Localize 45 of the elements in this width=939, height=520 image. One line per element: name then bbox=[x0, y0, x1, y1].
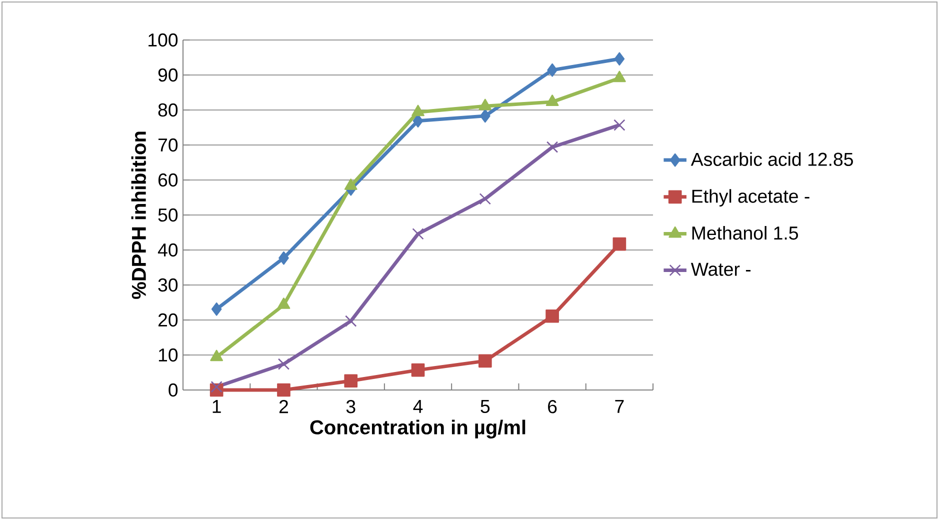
point bbox=[547, 63, 558, 77]
y-tick-label: 50 bbox=[158, 208, 178, 222]
legend-label: Water - bbox=[690, 262, 751, 276]
legend-label: Methanol 1.5 bbox=[692, 226, 798, 240]
y-tick-label: 10 bbox=[158, 348, 178, 362]
legend-label: Ethyl acetate - bbox=[692, 189, 810, 207]
point bbox=[210, 380, 222, 393]
point bbox=[614, 119, 626, 131]
x-tick-label: 6 bbox=[548, 400, 557, 414]
point bbox=[478, 354, 492, 368]
x-tick-label: 2 bbox=[279, 400, 288, 414]
legend-label: Ascarbic acid 12.85 bbox=[690, 152, 853, 166]
y-tick-label: 0 bbox=[168, 383, 178, 397]
x-tick-label: 4 bbox=[413, 400, 423, 413]
x-tick-label: 7 bbox=[615, 400, 624, 413]
y-tick-label: 60 bbox=[158, 173, 178, 187]
x-tick-label: 5 bbox=[480, 400, 490, 414]
y-tick-label: 90 bbox=[158, 68, 178, 82]
point bbox=[344, 178, 358, 190]
point bbox=[546, 309, 559, 323]
point bbox=[478, 98, 492, 110]
x-tick-label: 1 bbox=[212, 400, 221, 413]
y-tick-label: 30 bbox=[158, 278, 178, 292]
point bbox=[546, 94, 559, 106]
x-axis-title: Concentration in µg/ml bbox=[310, 420, 526, 438]
y-tick-label: 80 bbox=[158, 103, 178, 117]
point bbox=[344, 374, 358, 388]
point bbox=[612, 70, 626, 82]
point bbox=[480, 109, 490, 123]
y-tick-label: 70 bbox=[158, 138, 178, 152]
y-tick-label: 40 bbox=[158, 243, 178, 257]
point bbox=[278, 358, 290, 370]
point bbox=[211, 302, 222, 316]
y-axis-title: %DPPH inhibition bbox=[131, 132, 146, 299]
point bbox=[411, 363, 425, 377]
point bbox=[277, 383, 290, 397]
point bbox=[612, 237, 626, 251]
point bbox=[546, 141, 558, 153]
x-tick-label: 3 bbox=[346, 400, 356, 414]
point bbox=[412, 114, 424, 128]
y-tick-label: 20 bbox=[158, 313, 178, 327]
y-tick-label: 100 bbox=[148, 33, 178, 47]
point bbox=[614, 52, 625, 66]
point bbox=[278, 251, 289, 265]
point bbox=[412, 104, 424, 116]
